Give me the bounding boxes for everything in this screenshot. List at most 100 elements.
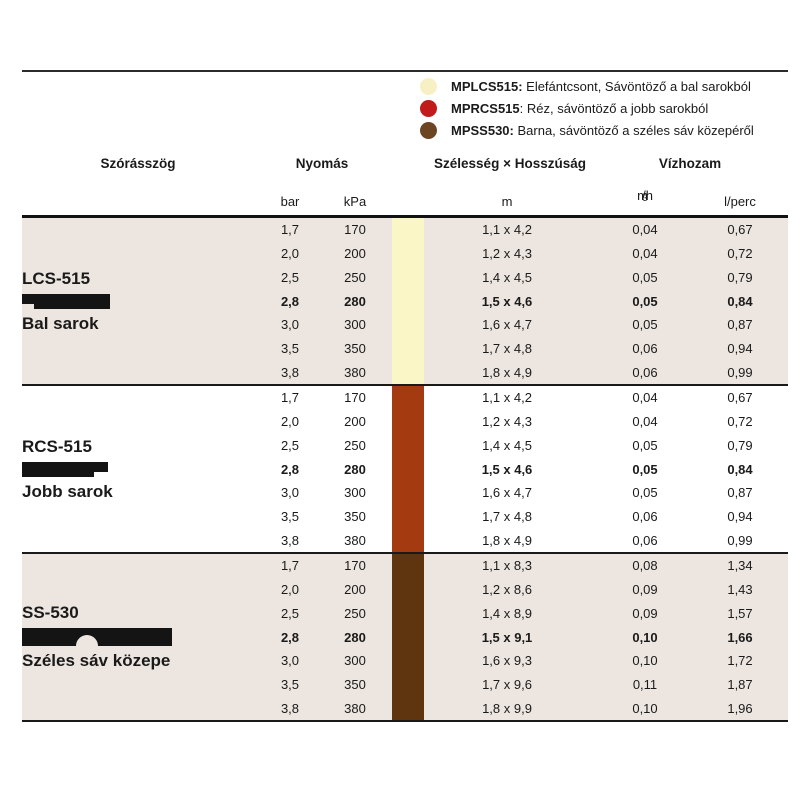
- bar-value: 2,5: [280, 437, 300, 453]
- dims-value: 1,6 x 9,3: [482, 653, 532, 669]
- bar-value: 2,5: [280, 605, 300, 621]
- column-headers: Szórásszög Nyomás Szélesség × Hosszúság …: [22, 150, 788, 176]
- kpa-value: 170: [344, 558, 366, 574]
- strip-right-corner-icon: [22, 461, 108, 477]
- kpa-value: 250: [344, 437, 366, 453]
- lperc-value: 0,67: [727, 390, 753, 406]
- m3h-value: 0,10: [632, 653, 658, 669]
- product-label: RCS-515 Jobb sarok: [22, 386, 250, 552]
- kpa-value: 300: [344, 317, 366, 333]
- m3h-value: 0,05: [632, 269, 658, 285]
- m3h-value: 0,06: [632, 508, 658, 524]
- lperc-value: 1,87: [727, 676, 753, 692]
- dims-value: 1,7 x 4,8: [482, 508, 532, 524]
- legend-code: MPSS530:: [451, 122, 514, 138]
- unit-headers: bar kPa m m 3/h l/perc: [22, 176, 788, 215]
- table-row: 2,8 280 1,5 x 4,6 0,05 0,84: [22, 289, 788, 313]
- product-position: Széles sáv közepe: [22, 651, 171, 670]
- unit-lperc: l/perc: [724, 194, 756, 209]
- product-label: LCS-515 Bal sarok: [22, 218, 250, 384]
- table-row: 2,8 280 1,5 x 9,1 0,10 1,66: [22, 625, 788, 649]
- m3h-value: 0,05: [632, 293, 658, 309]
- legend-code: MPRCS515: [451, 100, 520, 116]
- kpa-value: 350: [344, 340, 366, 356]
- bar-value: 3,8: [280, 532, 300, 548]
- table-row: 3,8 380 1,8 x 4,9 0,06 0,99: [22, 360, 788, 384]
- dims-value: 1,1 x 4,2: [482, 390, 532, 406]
- kpa-value: 380: [344, 700, 366, 716]
- m3h-value: 0,06: [632, 340, 658, 356]
- table-row: 1,7 170 1,1 x 4,2 0,04 0,67: [22, 386, 788, 410]
- kpa-value: 380: [344, 532, 366, 548]
- dims-value: 1,2 x 4,3: [482, 414, 532, 430]
- product-color-stripe: [392, 218, 424, 384]
- table-row: 2,0 200 1,2 x 4,3 0,04 0,72: [22, 242, 788, 266]
- lperc-value: 1,66: [727, 629, 753, 645]
- bar-value: 3,5: [280, 508, 300, 524]
- legend-desc: : Réz, sávöntöző a jobb sarokból: [519, 100, 709, 116]
- kpa-value: 170: [344, 222, 366, 238]
- bar-value: 3,8: [280, 700, 300, 716]
- dims-value: 1,4 x 4,5: [482, 437, 532, 453]
- bar-value: 3,0: [280, 653, 300, 669]
- color-dot-icon: [420, 121, 437, 139]
- header-width-length: Szélesség × Hosszúság: [434, 156, 586, 171]
- m3h-value: 0,05: [632, 317, 658, 333]
- dims-value: 1,8 x 4,9: [482, 532, 532, 548]
- lperc-value: 1,57: [727, 605, 753, 621]
- m3h-value: 0,06: [632, 532, 658, 548]
- dims-value: 1,4 x 4,5: [482, 269, 532, 285]
- table-row: 1,7 170 1,1 x 8,3 0,08 1,34: [22, 554, 788, 578]
- dims-value: 1,1 x 4,2: [482, 222, 532, 238]
- lperc-value: 0,87: [727, 485, 753, 501]
- bar-value: 1,7: [280, 222, 300, 238]
- lperc-value: 0,94: [727, 340, 753, 356]
- lperc-value: 0,94: [727, 508, 753, 524]
- dims-value: 1,4 x 8,9: [482, 605, 532, 621]
- header-pressure: Nyomás: [295, 156, 349, 171]
- dims-value: 1,8 x 4,9: [482, 364, 532, 380]
- legend-item: MPSS530: Barna, sávöntöző a széles sáv k…: [420, 119, 754, 141]
- strip-center-icon: [22, 628, 172, 646]
- dims-value: 1,5 x 4,6: [481, 461, 533, 477]
- bar-value: 2,8: [280, 293, 300, 309]
- m3h-value: 0,05: [632, 485, 658, 501]
- product-color-stripe: [392, 386, 424, 552]
- table-row: 3,5 350 1,7 x 9,6 0,11 1,87: [22, 673, 788, 697]
- table-row: 3,8 380 1,8 x 9,9 0,10 1,96: [22, 696, 788, 720]
- product-name: SS-530: [22, 603, 79, 623]
- lperc-value: 0,72: [727, 414, 753, 430]
- lperc-value: 0,79: [727, 437, 753, 453]
- dims-value: 1,6 x 4,7: [482, 485, 532, 501]
- bar-value: 2,0: [280, 582, 300, 598]
- dims-value: 1,2 x 8,6: [482, 582, 532, 598]
- group-rows: 1,7 170 1,1 x 8,3 0,08 1,34 2,0 200 1,2 …: [22, 554, 788, 720]
- bar-value: 1,7: [280, 390, 300, 406]
- m3h-value: 0,04: [632, 246, 658, 262]
- m3h-value: 0,06: [632, 364, 658, 380]
- header-divider: [22, 215, 788, 218]
- bar-value: 2,8: [280, 461, 300, 477]
- kpa-value: 350: [344, 676, 366, 692]
- m3h-value: 0,10: [632, 629, 658, 645]
- dims-value: 1,6 x 4,7: [482, 317, 532, 333]
- product-label: SS-530 Széles sáv közepe: [22, 554, 250, 720]
- dims-value: 1,8 x 9,9: [482, 700, 532, 716]
- lperc-value: 1,43: [727, 582, 753, 598]
- bar-value: 2,0: [280, 246, 300, 262]
- dims-value: 1,5 x 4,6: [481, 293, 533, 309]
- unit-kpa: kPa: [343, 194, 367, 209]
- bar-value: 3,5: [280, 340, 300, 356]
- table-row: 2,5 250 1,4 x 8,9 0,09 1,57: [22, 601, 788, 625]
- table-row: 2,0 200 1,2 x 4,3 0,04 0,72: [22, 410, 788, 434]
- color-dot-icon: [420, 77, 437, 95]
- m3h-value: 0,11: [632, 676, 658, 692]
- kpa-value: 200: [344, 414, 366, 430]
- lperc-value: 1,72: [727, 653, 753, 669]
- lperc-value: 0,99: [727, 532, 753, 548]
- product-position: Jobb sarok: [22, 481, 113, 501]
- table-row: 2,8 280 1,5 x 4,6 0,05 0,84: [22, 457, 788, 481]
- legend-item: MPLCS515: Elefántcsont, Sávöntöző a bal …: [420, 75, 754, 97]
- dims-value: 1,2 x 4,3: [482, 246, 532, 262]
